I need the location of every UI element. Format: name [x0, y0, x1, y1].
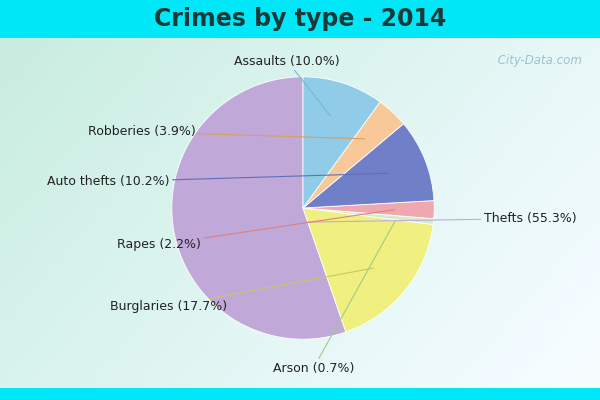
Wedge shape	[303, 124, 434, 208]
Text: Arson (0.7%): Arson (0.7%)	[273, 220, 395, 374]
Wedge shape	[303, 200, 434, 219]
Text: Auto thefts (10.2%): Auto thefts (10.2%)	[47, 173, 388, 188]
Text: Thefts (55.3%): Thefts (55.3%)	[212, 212, 577, 225]
Wedge shape	[303, 102, 404, 208]
Text: Assaults (10.0%): Assaults (10.0%)	[235, 54, 340, 116]
Text: Rapes (2.2%): Rapes (2.2%)	[117, 210, 395, 251]
Wedge shape	[303, 208, 433, 332]
Wedge shape	[303, 77, 380, 208]
Text: City-Data.com: City-Data.com	[494, 54, 582, 67]
Text: Robberies (3.9%): Robberies (3.9%)	[88, 126, 365, 139]
Wedge shape	[303, 208, 434, 224]
Text: Crimes by type - 2014: Crimes by type - 2014	[154, 7, 446, 31]
Text: Burglaries (17.7%): Burglaries (17.7%)	[110, 268, 374, 313]
Wedge shape	[172, 77, 346, 339]
